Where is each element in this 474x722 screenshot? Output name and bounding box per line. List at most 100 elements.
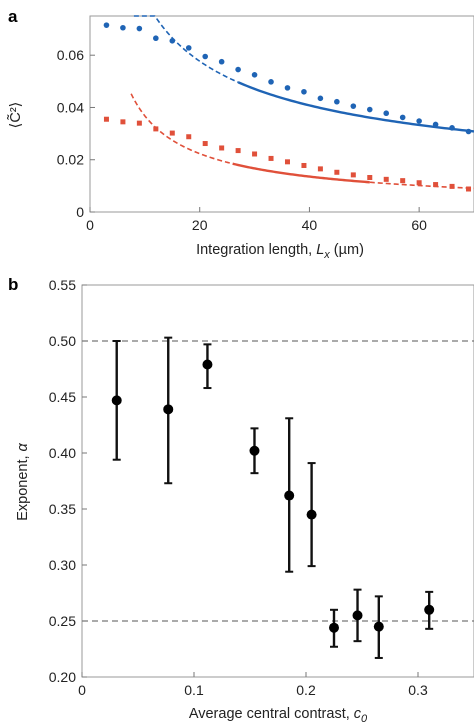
data-point-with-errorbar — [284, 417, 295, 573]
data-point — [218, 58, 225, 65]
data-point — [466, 186, 472, 192]
data-point-with-errorbar — [202, 343, 213, 390]
data-point — [334, 98, 340, 105]
panel-b-ticks: 0 0.1 0.2 0.3 0.20 0.25 0.30 0.35 0.40 0.45 0.50 0.… — [49, 277, 428, 698]
data-point — [306, 509, 317, 520]
panel-b-ytick-label: 0.40 — [49, 445, 76, 461]
panel-b-frame — [81, 284, 474, 678]
data-point — [366, 106, 373, 113]
panel-b-ytick-label: 0.25 — [49, 613, 76, 629]
data-point — [329, 622, 339, 633]
data-point — [120, 119, 126, 125]
panel-a-xtick-label: 20 — [192, 217, 208, 233]
data-point — [373, 621, 384, 632]
panel-a-xtick-label: 0 — [86, 217, 94, 233]
fit-curve-solid — [237, 81, 474, 133]
data-point — [352, 610, 363, 621]
data-point — [136, 120, 142, 126]
fit-curve-solid — [232, 162, 370, 184]
data-point — [317, 166, 323, 172]
panel-a-ticks: 0 20 40 60 0 0.02 0.04 0.06 — [57, 47, 427, 233]
panel-b-xlabel: Average central contrast, c0 — [189, 706, 368, 722]
data-point — [416, 180, 422, 186]
data-point — [301, 162, 307, 168]
data-point — [367, 175, 373, 181]
data-point — [334, 169, 340, 175]
panel-b-xtick-label: 0.2 — [296, 682, 316, 698]
data-point — [400, 178, 406, 184]
panel-a-ytick-label: 0.06 — [57, 47, 84, 63]
panel-b-xtick-label: 0.3 — [408, 682, 428, 698]
panel-a-points — [103, 22, 472, 192]
data-point — [120, 24, 126, 31]
panel-a-xtick-label: 60 — [411, 217, 427, 233]
panel-a-ytick-label: 0 — [76, 204, 84, 220]
data-point — [268, 155, 274, 161]
data-point-with-errorbar — [424, 590, 435, 630]
data-point — [219, 145, 225, 151]
data-point — [111, 395, 122, 406]
data-point — [350, 172, 356, 178]
data-point — [284, 490, 295, 501]
data-point-with-errorbar — [329, 608, 339, 648]
panel-b-ylabel: Exponent, α — [15, 442, 31, 520]
panel-b-ytick-label: 0.45 — [49, 389, 76, 405]
data-point — [433, 182, 439, 188]
data-point-with-errorbar — [111, 340, 122, 461]
panel-a-frame — [89, 15, 474, 213]
data-point — [449, 125, 455, 131]
data-point — [350, 103, 357, 109]
panel-b: b 0 0.1 0.2 0.3 0.20 0.25 0.30 0.35 0.40 0.45 0.50… — [8, 275, 474, 722]
panel-b-xtick-label: 0 — [78, 682, 86, 698]
data-point — [235, 148, 241, 154]
data-point — [317, 95, 324, 102]
data-point — [169, 38, 176, 44]
data-point — [465, 128, 472, 135]
data-point-with-errorbar — [306, 462, 317, 568]
data-point — [103, 22, 110, 28]
data-point — [449, 183, 455, 189]
panel-b-label: b — [8, 275, 18, 294]
panel-a-xtick-label: 40 — [302, 217, 318, 233]
data-point-with-errorbar — [352, 588, 363, 643]
data-point — [383, 176, 389, 182]
panel-a-fits — [130, 15, 474, 190]
data-point — [249, 445, 260, 456]
data-point — [169, 130, 175, 136]
panel-b-reference-lines — [82, 340, 474, 622]
data-point — [235, 66, 241, 73]
panel-b-points — [111, 336, 435, 659]
data-point — [103, 116, 109, 122]
panel-a: a 0 20 40 60 0 0.02 0.04 0.06 Integration lengt… — [7, 7, 474, 261]
data-point — [432, 121, 439, 128]
panel-a-ylabel: ⟨C̃²⟩ — [7, 102, 24, 129]
panel-a-label: a — [8, 7, 18, 26]
panel-b-ytick-label: 0.35 — [49, 501, 76, 517]
data-point — [202, 141, 208, 147]
data-point-with-errorbar — [163, 336, 174, 485]
panel-b-ytick-label: 0.55 — [49, 277, 76, 293]
data-point — [251, 72, 258, 78]
data-point-with-errorbar — [373, 595, 384, 659]
fit-curve-dashed — [133, 15, 239, 83]
data-point — [252, 151, 258, 157]
data-point — [399, 114, 406, 121]
data-point — [416, 118, 422, 124]
data-point — [202, 53, 208, 60]
data-point — [284, 85, 291, 91]
data-point — [153, 126, 159, 132]
fit-curve-dashed-tail — [369, 181, 474, 190]
data-point — [186, 134, 192, 140]
panel-b-ytick-label: 0.30 — [49, 557, 76, 573]
data-point — [301, 88, 307, 95]
panel-a-ytick-label: 0.02 — [57, 152, 84, 168]
data-point — [268, 79, 274, 85]
data-point — [383, 110, 390, 117]
panel-b-ytick-label: 0.20 — [49, 669, 76, 685]
fit-curve-dashed — [130, 93, 233, 165]
data-point — [202, 359, 213, 370]
data-point — [153, 35, 159, 42]
panel-a-ytick-label: 0.04 — [57, 99, 84, 115]
data-point-with-errorbar — [249, 427, 260, 475]
